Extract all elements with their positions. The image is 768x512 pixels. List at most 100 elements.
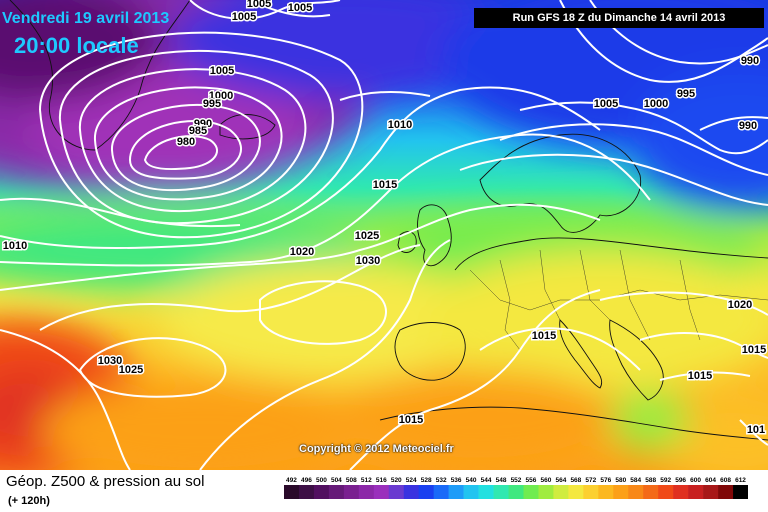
scale-tick-label: 536 bbox=[451, 477, 462, 484]
scale-tick-label: 540 bbox=[466, 477, 477, 484]
scale-tick-label: 564 bbox=[555, 477, 566, 484]
scale-swatch bbox=[598, 485, 614, 499]
scale-tick-label: 576 bbox=[600, 477, 611, 484]
isobar-label: 1000 bbox=[644, 98, 668, 110]
scale-swatch bbox=[553, 485, 569, 499]
isobar-label: 1010 bbox=[388, 119, 412, 131]
isobar-label: 1005 bbox=[210, 65, 234, 77]
scale-tick-label: 584 bbox=[630, 477, 641, 484]
scale-tick-label: 500 bbox=[316, 477, 327, 484]
scale-swatch bbox=[508, 485, 524, 499]
scale-swatch bbox=[583, 485, 599, 499]
scale-swatch bbox=[284, 485, 300, 499]
isobar-label: 1025 bbox=[355, 230, 379, 242]
z500-color-blobs bbox=[0, 0, 768, 470]
isobar-label: 1030 bbox=[356, 255, 380, 267]
legend-footer: Géop. Z500 & pression au sol (+ 120h) 49… bbox=[0, 470, 768, 512]
scale-tick-label: 608 bbox=[720, 477, 731, 484]
scale-swatch bbox=[313, 485, 330, 499]
isobar-label: 1015 bbox=[742, 344, 766, 356]
scale-swatch bbox=[373, 485, 390, 499]
scale-tick-label: 520 bbox=[391, 477, 402, 484]
isobar-label: 985 bbox=[189, 125, 207, 137]
scale-swatch bbox=[493, 485, 509, 499]
scale-tick-label: 588 bbox=[645, 477, 656, 484]
scale-swatch bbox=[523, 485, 539, 499]
scale-swatch bbox=[733, 485, 748, 499]
scale-tick-label: 524 bbox=[406, 477, 417, 484]
scale-tick-label: 560 bbox=[541, 477, 552, 484]
scale-swatch bbox=[658, 485, 674, 499]
scale-tick-label: 548 bbox=[496, 477, 507, 484]
isobar-label: 1020 bbox=[290, 246, 314, 258]
scale-swatch bbox=[568, 485, 584, 499]
isobar-label: 1015 bbox=[688, 370, 712, 382]
scale-swatch bbox=[703, 485, 719, 499]
scale-tick-label: 516 bbox=[376, 477, 387, 484]
isobar-label: 1005 bbox=[247, 0, 271, 10]
scale-swatch bbox=[358, 485, 375, 499]
scale-tick-label: 572 bbox=[585, 477, 596, 484]
scale-tick-label: 544 bbox=[481, 477, 492, 484]
scale-tick-label: 512 bbox=[361, 477, 372, 484]
scale-tick-label: 508 bbox=[346, 477, 357, 484]
isobar-label: 1005 bbox=[232, 11, 256, 23]
forecast-date: Vendredi 19 avril 2013 bbox=[2, 10, 170, 27]
isobar-label: 990 bbox=[741, 55, 759, 67]
scale-tick-label: 568 bbox=[570, 477, 581, 484]
scale-tick-label: 592 bbox=[660, 477, 671, 484]
isobar-label: 1010 bbox=[3, 240, 27, 252]
scale-tick-label: 504 bbox=[331, 477, 342, 484]
scale-swatch bbox=[448, 485, 464, 499]
scale-swatch bbox=[673, 485, 689, 499]
isobar-label: 990 bbox=[194, 118, 212, 130]
isobar-label: 1015 bbox=[532, 330, 556, 342]
scale-tick-label: 612 bbox=[735, 477, 746, 484]
isobars bbox=[0, 0, 768, 470]
scale-swatch bbox=[433, 485, 449, 499]
scale-swatch bbox=[388, 485, 405, 499]
legend-subtitle: (+ 120h) bbox=[8, 495, 50, 507]
scale-tick-label: 496 bbox=[301, 477, 312, 484]
scale-tick-label: 556 bbox=[526, 477, 537, 484]
isobar-label: 1015 bbox=[399, 414, 423, 426]
legend-title: Géop. Z500 & pression au sol bbox=[6, 473, 205, 490]
scale-swatch bbox=[478, 485, 494, 499]
model-run-info: Run GFS 18 Z du Dimanche 14 avril 2013 bbox=[474, 8, 764, 28]
isobar-label: 1020 bbox=[728, 299, 752, 311]
isobar-label: 1030 bbox=[98, 355, 122, 367]
scale-tick-label: 528 bbox=[421, 477, 432, 484]
scale-swatch bbox=[418, 485, 434, 499]
scale-swatch bbox=[343, 485, 360, 499]
isobar-label: 995 bbox=[203, 98, 221, 110]
scale-swatch bbox=[328, 485, 345, 499]
copyright-text: Copyright © 2012 Meteociel.fr bbox=[299, 443, 454, 455]
isobar-label: 101 bbox=[747, 424, 765, 436]
scale-swatch bbox=[643, 485, 659, 499]
scale-swatch bbox=[688, 485, 704, 499]
isobar-label: 1005 bbox=[288, 2, 312, 14]
scale-swatch bbox=[463, 485, 479, 499]
color-scale: 492 496 500 504 508 512 516 520 524 528 532 536 540 5… bbox=[284, 477, 748, 499]
isobar-label: 990 bbox=[739, 120, 757, 132]
scale-tick-label: 492 bbox=[286, 477, 297, 484]
scale-swatch bbox=[718, 485, 734, 499]
isobar-label: 995 bbox=[677, 88, 695, 100]
scale-swatch bbox=[628, 485, 644, 499]
isobar-label: 1005 bbox=[594, 98, 618, 110]
scale-tick-label: 580 bbox=[615, 477, 626, 484]
scale-swatch bbox=[403, 485, 420, 499]
scale-tick-label: 532 bbox=[436, 477, 447, 484]
scale-tick-label: 604 bbox=[705, 477, 716, 484]
scale-swatch bbox=[613, 485, 629, 499]
isobar-label: 1000 bbox=[209, 90, 233, 102]
forecast-map: 1005 1005 1005 1005 1000 995 990 985 980 1010 1015… bbox=[0, 0, 768, 470]
isobar-label: 1025 bbox=[119, 364, 143, 376]
scale-tick-label: 600 bbox=[690, 477, 701, 484]
scale-tick-label: 596 bbox=[675, 477, 686, 484]
isobar-label: 1015 bbox=[373, 179, 397, 191]
scale-tick-label: 552 bbox=[511, 477, 522, 484]
forecast-local-time: 20:00 locale bbox=[14, 33, 139, 58]
